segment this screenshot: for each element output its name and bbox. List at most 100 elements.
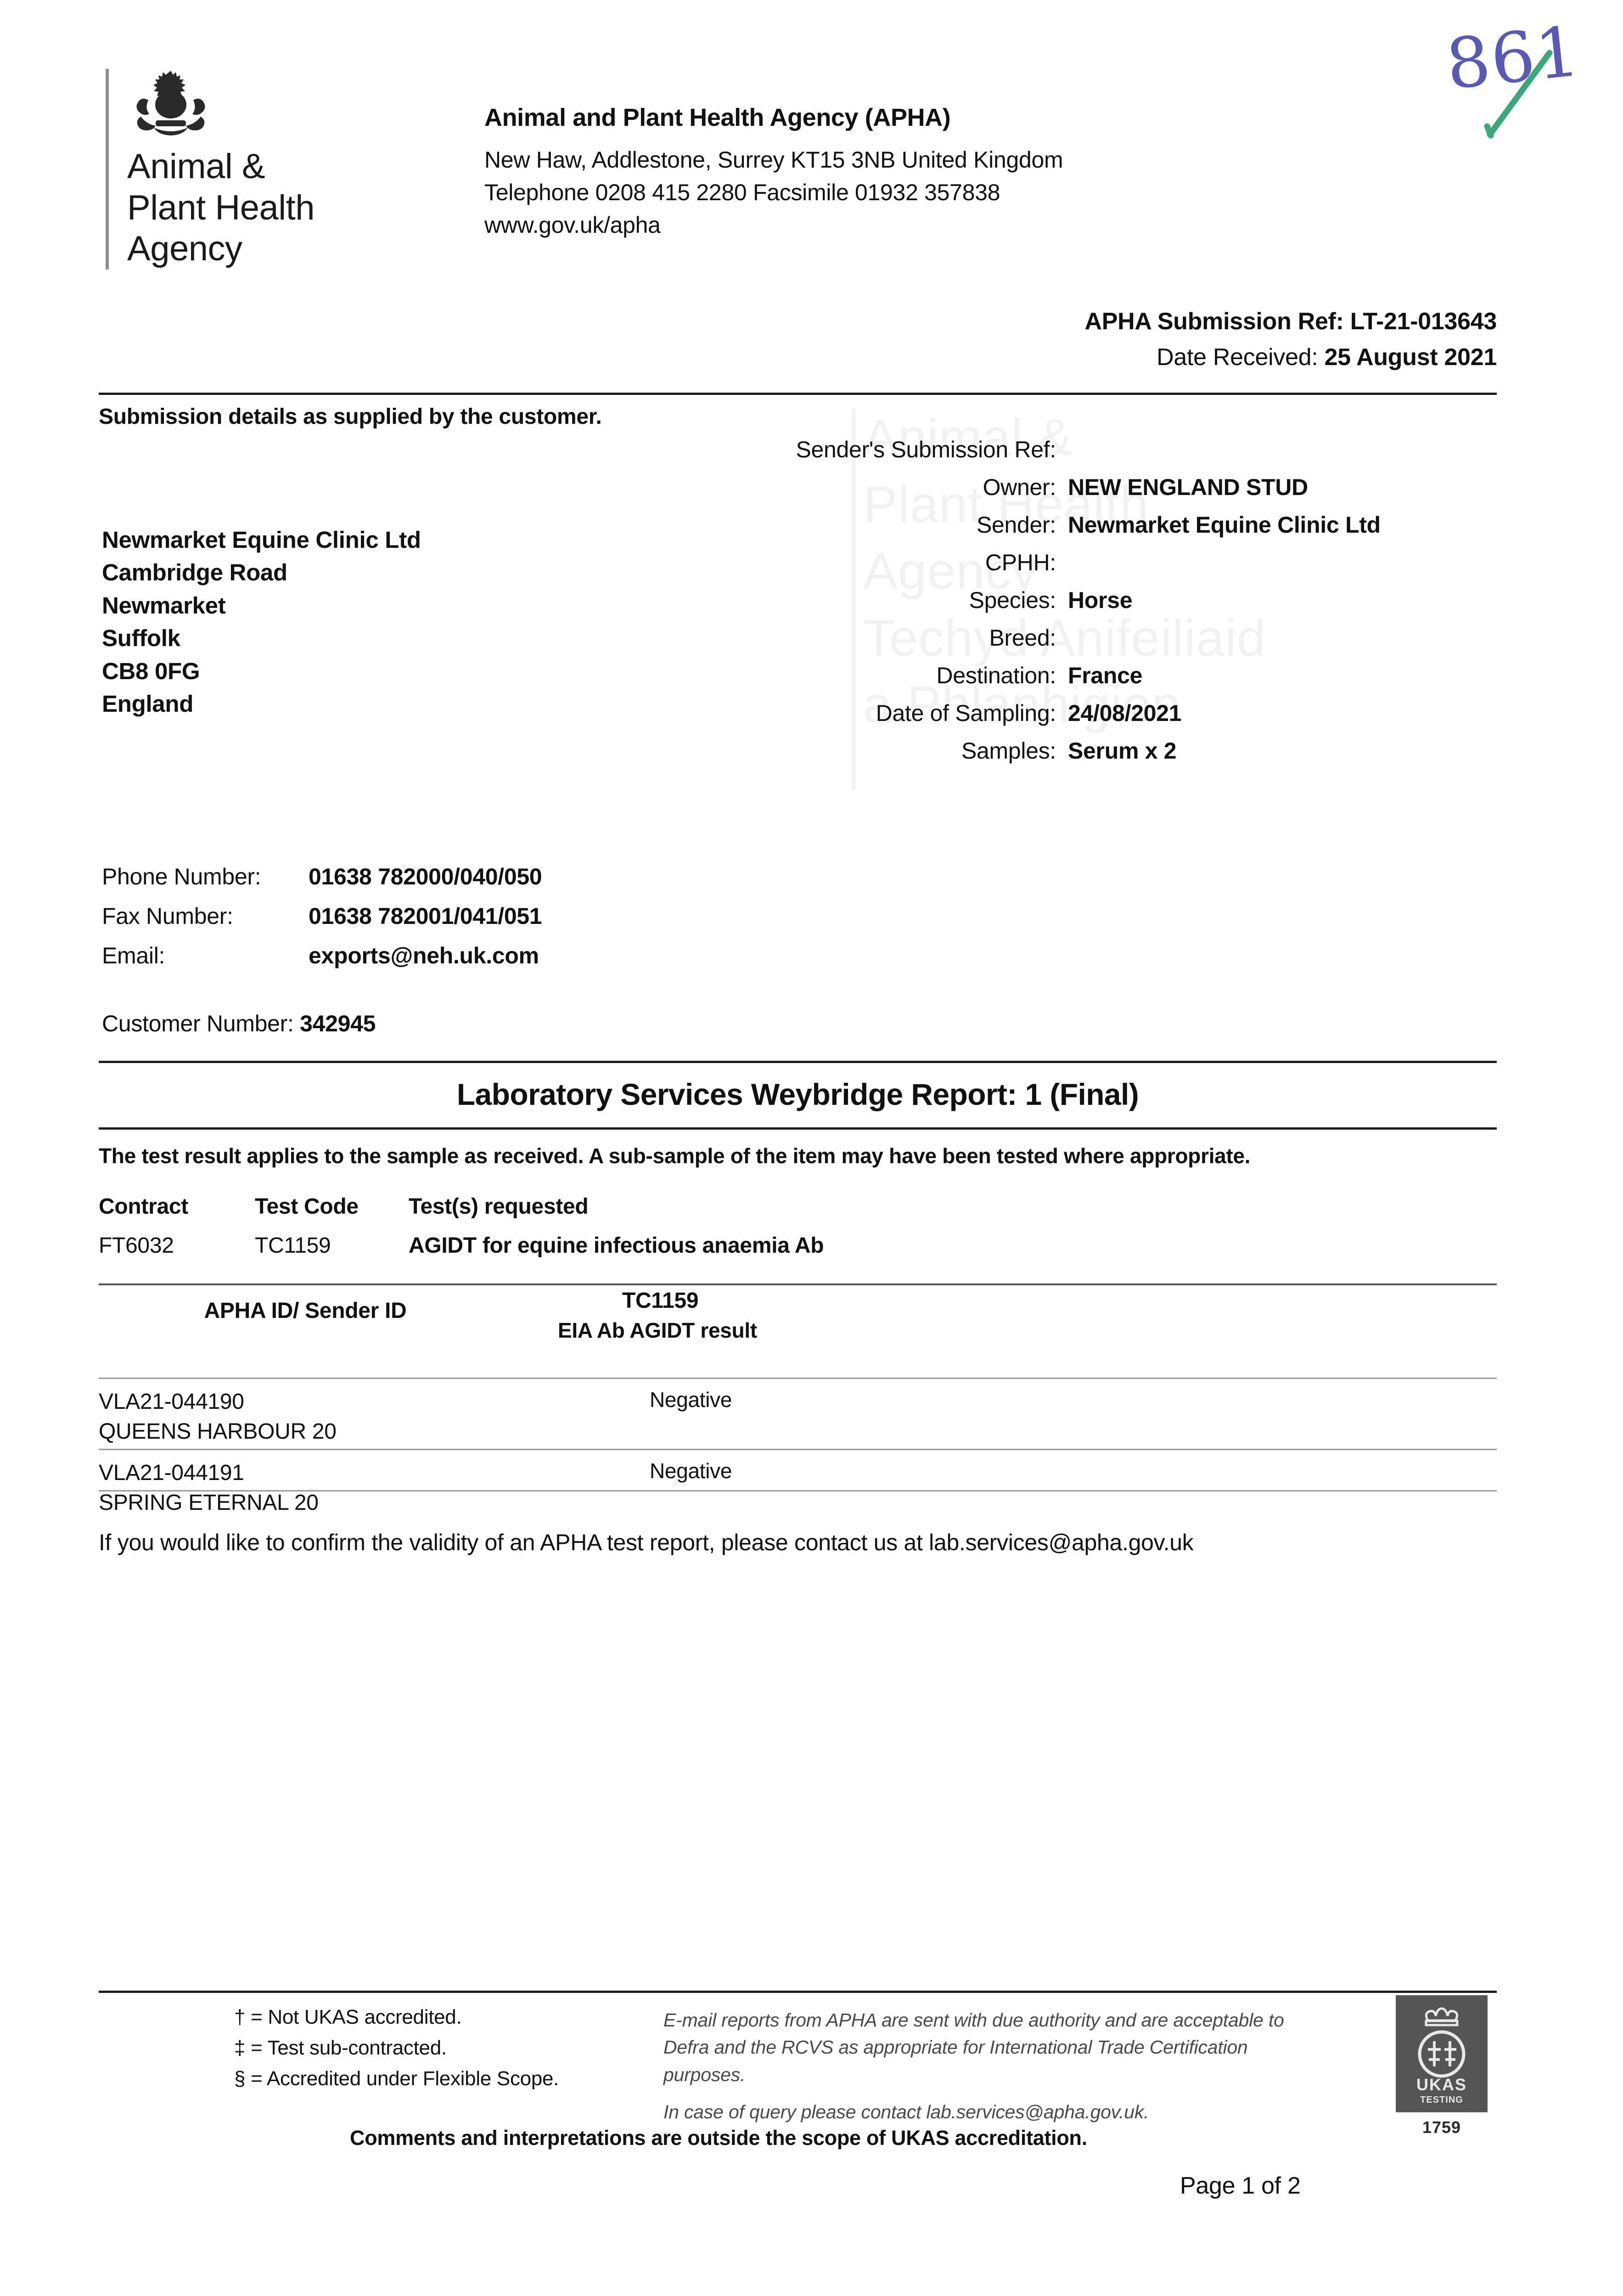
agency-address: New Haw, Addlestone, Surrey KT15 3NB Uni…	[484, 147, 1063, 173]
header-tests-requested: Test(s) requested	[409, 1194, 589, 1219]
detail-row-sampling-date: Date of Sampling: 24/08/2021	[744, 700, 1497, 726]
table-row: VLA21-044191 SPRING ETERNAL 20 Negative	[99, 1449, 1497, 1518]
report-title: Laboratory Services Weybridge Report: 1 …	[456, 1077, 1139, 1111]
svg-text:TESTING: TESTING	[1420, 2095, 1463, 2105]
detail-row-owner: Owner: NEW ENGLAND STUD	[744, 474, 1497, 501]
svg-text:UKAS: UKAS	[1416, 2075, 1467, 2094]
logo-line-2: Plant Health	[127, 188, 315, 227]
address-line-6: England	[102, 690, 194, 717]
date-received-label: Date Received:	[1157, 344, 1318, 371]
detail-label: Date of Sampling:	[876, 700, 1056, 726]
detail-value: Serum x 2	[1068, 738, 1177, 764]
detail-row-samples: Samples: Serum x 2	[744, 737, 1497, 764]
divider-report-bottom	[99, 1127, 1497, 1130]
address-line-4: Suffolk	[102, 625, 180, 652]
detail-value: Horse	[1068, 587, 1133, 613]
ukas-accreditation-mark: UKAS TESTING 1759	[1393, 1995, 1490, 2137]
agency-telephone: Telephone 0208 415 2280 Facsimile 01932 …	[484, 180, 1000, 205]
footer-comments-note: Comments and interpretations are outside…	[350, 2126, 1087, 2150]
date-received-value: 25 August 2021	[1324, 344, 1497, 371]
contact-row-fax: Fax Number: 01638 782001/041/051	[102, 903, 542, 929]
customer-number-row: Customer Number: 342945	[102, 1010, 376, 1037]
detail-label: Species:	[969, 587, 1056, 613]
cell-tests-requested: AGIDT for equine infectious anaemia Ab	[409, 1233, 824, 1258]
result-apha-id: VLA21-044190	[99, 1390, 244, 1414]
fax-value: 01638 782001/041/051	[309, 903, 542, 929]
page-number: Page 1 of 2	[1180, 2172, 1301, 2199]
logo-line-1: Animal &	[127, 147, 265, 186]
detail-row-species: Species: Horse	[744, 587, 1497, 613]
footnote-not-accredited: † = Not UKAS accredited.	[234, 2006, 462, 2028]
email-value: exports@neh.uk.com	[309, 943, 539, 968]
customer-address: Newmarket Equine Clinic Ltd Cambridge Ro…	[102, 523, 421, 720]
detail-label: Samples:	[961, 738, 1056, 764]
agency-name: Animal and Plant Health Agency (APHA)	[484, 104, 951, 131]
submission-ref-label: APHA Submission Ref:	[1084, 308, 1344, 335]
agency-website: www.gov.uk/apha	[484, 212, 661, 238]
validity-note: If you would like to confirm the validit…	[99, 1530, 1194, 1555]
ukas-number: 1759	[1422, 2118, 1461, 2137]
ukas-emblem-icon: UKAS TESTING	[1396, 1995, 1488, 2112]
result-apha-id: VLA21-044191	[99, 1461, 244, 1485]
submission-details-list: Sender's Submission Ref: Owner: NEW ENGL…	[744, 436, 1497, 775]
footnote-flexible-scope: § = Accredited under Flexible Scope.	[234, 2067, 559, 2090]
result-value: Negative	[650, 1388, 732, 1412]
detail-row-destination: Destination: France	[744, 662, 1497, 689]
address-line-1: Newmarket Equine Clinic Ltd	[102, 527, 421, 553]
detail-value: France	[1068, 663, 1143, 688]
results-table-header: APHA ID/ Sender ID TC1159 EIA Ab AGIDT r…	[99, 1288, 1497, 1343]
divider-results-bottom	[99, 1490, 1497, 1491]
contact-row-phone: Phone Number: 01638 782000/040/050	[102, 863, 542, 890]
divider-report-top	[99, 1061, 1497, 1063]
royal-crest-icon	[136, 71, 205, 135]
detail-value: Newmarket Equine Clinic Ltd	[1068, 512, 1381, 538]
detail-row-sender-ref: Sender's Submission Ref:	[744, 436, 1497, 463]
detail-row-cphh: CPHH:	[744, 549, 1497, 576]
detail-label: Sender's Submission Ref:	[796, 437, 1056, 462]
footer-notice: E-mail reports from APHA are sent with d…	[663, 2007, 1315, 2136]
date-received-row: Date Received: 25 August 2021	[0, 343, 1497, 371]
detail-row-breed: Breed:	[744, 625, 1497, 651]
contact-row-email: Email: exports@neh.uk.com	[102, 942, 542, 969]
table-row: VLA21-044190 QUEENS HARBOUR 20 Negative	[99, 1378, 1497, 1447]
customer-number-label: Customer Number:	[102, 1011, 294, 1036]
phone-value: 01638 782000/040/050	[309, 864, 542, 889]
detail-label: Owner:	[983, 474, 1056, 500]
footer-notice-para-1: E-mail reports from APHA are sent with d…	[663, 2009, 1284, 2085]
address-line-2: Cambridge Road	[102, 559, 287, 586]
detail-label: Destination:	[936, 663, 1056, 688]
address-line-3: Newmarket	[102, 592, 226, 619]
divider-footer	[99, 1991, 1497, 1993]
agency-contact-block: Animal and Plant Health Agency (APHA) Ne…	[484, 103, 1449, 242]
result-value: Negative	[650, 1459, 732, 1483]
ukas-logo-icon: UKAS TESTING	[1396, 1995, 1488, 2112]
cell-test-code: TC1159	[255, 1233, 331, 1258]
footnote-legend: † = Not UKAS accredited. ‡ = Test sub-co…	[234, 2002, 559, 2094]
results-header-test-name: EIA Ab AGIDT result	[558, 1318, 757, 1342]
submission-ref-block: APHA Submission Ref: LT-21-013643 Date R…	[0, 308, 1497, 379]
submission-ref-row: APHA Submission Ref: LT-21-013643	[0, 308, 1497, 335]
results-header-test-code: TC1159	[622, 1289, 699, 1313]
header-test-code: Test Code	[255, 1194, 359, 1219]
detail-row-sender: Sender: Newmarket Equine Clinic Ltd	[744, 512, 1497, 538]
submission-ref-value: LT-21-013643	[1350, 308, 1497, 335]
cell-contract: FT6032	[99, 1233, 174, 1258]
handwritten-check-icon	[1484, 50, 1553, 139]
test-table-row: FT6032 TC1159 AGIDT for equine infectiou…	[99, 1233, 1497, 1258]
results-header-id: APHA ID/ Sender ID	[204, 1299, 407, 1323]
report-disclaimer: The test result applies to the sample as…	[99, 1144, 1251, 1168]
header-contract: Contract	[99, 1194, 188, 1219]
detail-value: 24/08/2021	[1068, 700, 1182, 726]
footer-notice-para-2: In case of query please contact lab.serv…	[663, 2101, 1149, 2123]
detail-value: NEW ENGLAND STUD	[1068, 474, 1308, 500]
footnote-subcontracted: ‡ = Test sub-contracted.	[234, 2036, 447, 2059]
apha-logo: Animal & Plant Health Agency	[106, 69, 458, 270]
test-table-header: Contract Test Code Test(s) requested	[99, 1194, 1497, 1219]
logo-line-3: Agency	[127, 229, 242, 269]
address-line-5: CB8 0FG	[102, 658, 200, 684]
document-header: Animal & Plant Health Agency Animal and …	[0, 0, 1623, 303]
customer-section-heading: Submission details as supplied by the cu…	[99, 405, 602, 429]
fax-label: Fax Number:	[102, 903, 233, 929]
detail-label: Breed:	[989, 625, 1056, 651]
